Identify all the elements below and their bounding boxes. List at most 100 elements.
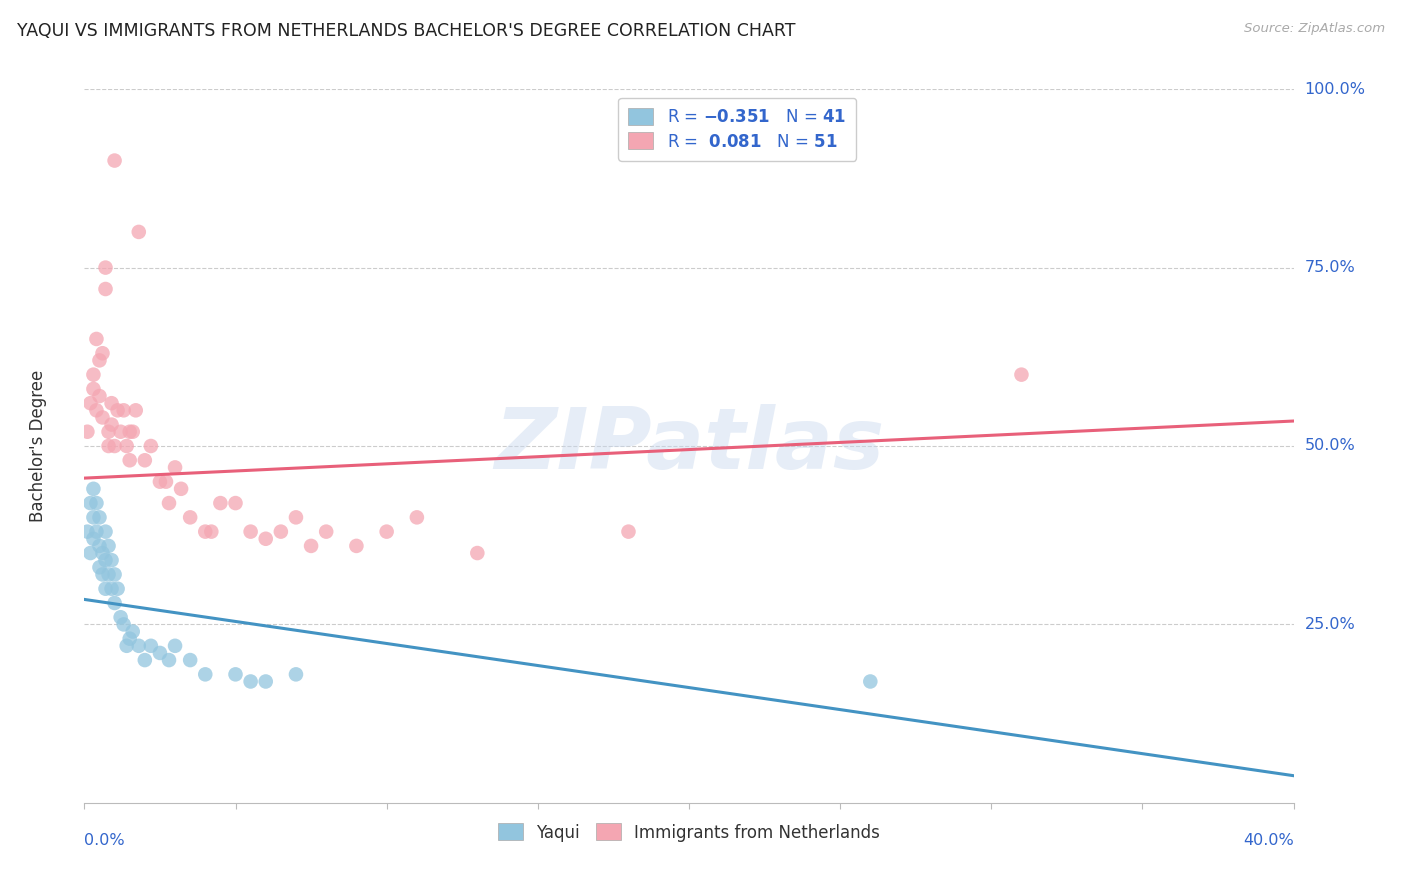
Text: 100.0%: 100.0%	[1305, 82, 1365, 96]
Point	[254, 674, 277, 689]
Point	[254, 532, 277, 546]
Point	[100, 417, 122, 432]
Point	[617, 524, 640, 539]
Point	[149, 646, 172, 660]
Text: 25.0%: 25.0%	[1305, 617, 1355, 632]
Point	[225, 496, 247, 510]
Point	[82, 382, 104, 396]
Point	[149, 475, 172, 489]
Point	[118, 425, 141, 439]
Point	[86, 332, 108, 346]
Point	[107, 403, 129, 417]
Point	[97, 439, 120, 453]
Point	[179, 653, 201, 667]
Point	[86, 403, 108, 417]
Point	[82, 532, 104, 546]
Point	[104, 596, 127, 610]
Point	[118, 453, 141, 467]
Text: ZIPatlas: ZIPatlas	[494, 404, 884, 488]
Point	[82, 368, 104, 382]
Point	[97, 539, 120, 553]
Point	[82, 510, 104, 524]
Point	[285, 510, 308, 524]
Point	[104, 439, 127, 453]
Point	[121, 624, 143, 639]
Point	[157, 496, 180, 510]
Point	[82, 482, 104, 496]
Point	[89, 560, 111, 574]
Point	[155, 475, 177, 489]
Point	[76, 524, 98, 539]
Point	[94, 582, 117, 596]
Point	[94, 260, 117, 275]
Point	[406, 510, 429, 524]
Point	[375, 524, 398, 539]
Point	[89, 510, 111, 524]
Point	[91, 410, 114, 425]
Point	[115, 439, 138, 453]
Point	[467, 546, 489, 560]
Point	[121, 425, 143, 439]
Point	[239, 524, 262, 539]
Point	[194, 524, 217, 539]
Point	[91, 567, 114, 582]
Point	[115, 639, 138, 653]
Point	[225, 667, 247, 681]
Point	[112, 403, 135, 417]
Point	[76, 425, 98, 439]
Point	[194, 667, 217, 681]
Text: 0.0%: 0.0%	[84, 833, 125, 848]
Legend: Yaqui, Immigrants from Netherlands: Yaqui, Immigrants from Netherlands	[488, 814, 890, 852]
Point	[112, 617, 135, 632]
Text: 40.0%: 40.0%	[1243, 833, 1294, 848]
Point	[79, 496, 101, 510]
Point	[170, 482, 193, 496]
Point	[134, 653, 156, 667]
Text: Bachelor's Degree: Bachelor's Degree	[30, 370, 48, 522]
Point	[86, 524, 108, 539]
Point	[100, 553, 122, 567]
Point	[315, 524, 337, 539]
Point	[209, 496, 232, 510]
Point	[89, 353, 111, 368]
Point	[110, 610, 132, 624]
Point	[91, 546, 114, 560]
Point	[107, 582, 129, 596]
Point	[97, 567, 120, 582]
Point	[859, 674, 882, 689]
Point	[299, 539, 322, 553]
Point	[118, 632, 141, 646]
Point	[128, 225, 150, 239]
Point	[128, 639, 150, 653]
Point	[157, 653, 180, 667]
Text: Source: ZipAtlas.com: Source: ZipAtlas.com	[1244, 22, 1385, 36]
Point	[1011, 368, 1033, 382]
Point	[100, 582, 122, 596]
Point	[91, 346, 114, 360]
Point	[79, 396, 101, 410]
Point	[86, 496, 108, 510]
Text: YAQUI VS IMMIGRANTS FROM NETHERLANDS BACHELOR'S DEGREE CORRELATION CHART: YAQUI VS IMMIGRANTS FROM NETHERLANDS BAC…	[17, 22, 796, 40]
Point	[285, 667, 308, 681]
Point	[79, 546, 101, 560]
Point	[104, 567, 127, 582]
Point	[139, 639, 162, 653]
Point	[179, 510, 201, 524]
Point	[94, 553, 117, 567]
Point	[270, 524, 292, 539]
Point	[139, 439, 162, 453]
Point	[100, 396, 122, 410]
Text: 50.0%: 50.0%	[1305, 439, 1355, 453]
Point	[239, 674, 262, 689]
Point	[165, 639, 187, 653]
Point	[165, 460, 187, 475]
Point	[134, 453, 156, 467]
Text: 75.0%: 75.0%	[1305, 260, 1355, 275]
Point	[89, 389, 111, 403]
Point	[94, 282, 117, 296]
Point	[346, 539, 368, 553]
Point	[200, 524, 222, 539]
Point	[110, 425, 132, 439]
Point	[89, 539, 111, 553]
Point	[94, 524, 117, 539]
